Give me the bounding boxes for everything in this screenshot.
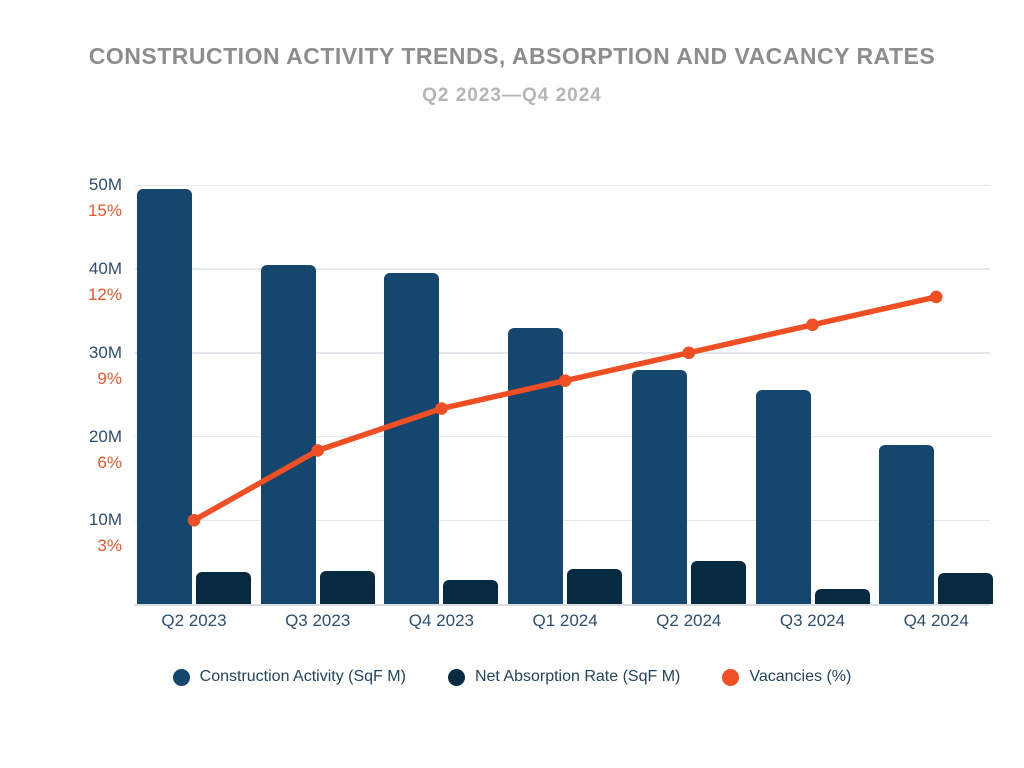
legend-label: Net Absorption Rate (SqF M) (474, 668, 681, 685)
bar-construction (137, 189, 192, 604)
y-axis-label-vacancy: 3% (97, 536, 122, 556)
bar-absorption (443, 579, 499, 604)
bar-construction (260, 264, 316, 604)
x-axis-label: Q1 2024 (532, 611, 598, 630)
y-axis-label-sqft: 10M (88, 510, 122, 530)
x-axis-label: Q2 2023 (161, 611, 227, 630)
bar-absorption (814, 588, 870, 604)
bar-absorption (319, 571, 375, 604)
gridline (135, 268, 990, 270)
legend-dot-icon (447, 668, 465, 686)
x-axis-label: Q4 2023 (408, 611, 474, 630)
bar-construction (631, 369, 687, 604)
bar-construction (755, 390, 811, 604)
x-axis-line (135, 604, 990, 606)
x-axis-label: Q3 2023 (285, 611, 351, 630)
bar-absorption (690, 561, 746, 604)
bar-absorption (567, 568, 623, 604)
legend-item: Net Absorption Rate (SqF M) (447, 668, 681, 686)
bar-absorption (938, 573, 994, 604)
legend-item: Construction Activity (SqF M) (172, 668, 406, 686)
legend-label: Construction Activity (SqF M) (199, 668, 406, 685)
legend-label: Vacancies (%) (749, 668, 852, 685)
legend-dot-icon (722, 668, 740, 686)
y-axis-label-vacancy: 12% (87, 285, 122, 304)
x-axis-label: Q4 2024 (903, 611, 969, 630)
vacancies-point (929, 290, 943, 304)
gridline (135, 184, 990, 186)
y-axis-label-sqft: 40M (88, 259, 122, 278)
legend-item: Vacancies (%) (722, 668, 851, 686)
x-axis-label: Q2 2024 (656, 611, 722, 630)
y-axis-label-vacancy: 15% (87, 201, 122, 221)
chart-subtitle: Q2 2023—Q4 2024 (422, 85, 602, 106)
y-axis-label-sqft: 50M (88, 175, 122, 195)
vacancies-point (806, 318, 819, 332)
bar-absorption (196, 572, 251, 604)
legend-dot-icon (172, 668, 190, 686)
legend: Construction Activity (SqF M) Net Absorpt… (0, 668, 1024, 686)
y-axis-label-sqft: 30M (88, 342, 122, 362)
bar-construction (508, 327, 564, 604)
x-axis-label: Q3 2024 (779, 611, 846, 630)
bar-construction (384, 273, 440, 604)
y-axis-label-vacancy: 6% (97, 452, 122, 472)
y-axis-label-vacancy: 9% (97, 368, 122, 388)
chart-title: CONSTRUCTION ACTIVITY TRENDS, ABSORPTION… (88, 43, 936, 69)
y-axis-label-sqft: 20M (88, 426, 122, 446)
bar-construction (879, 444, 935, 604)
